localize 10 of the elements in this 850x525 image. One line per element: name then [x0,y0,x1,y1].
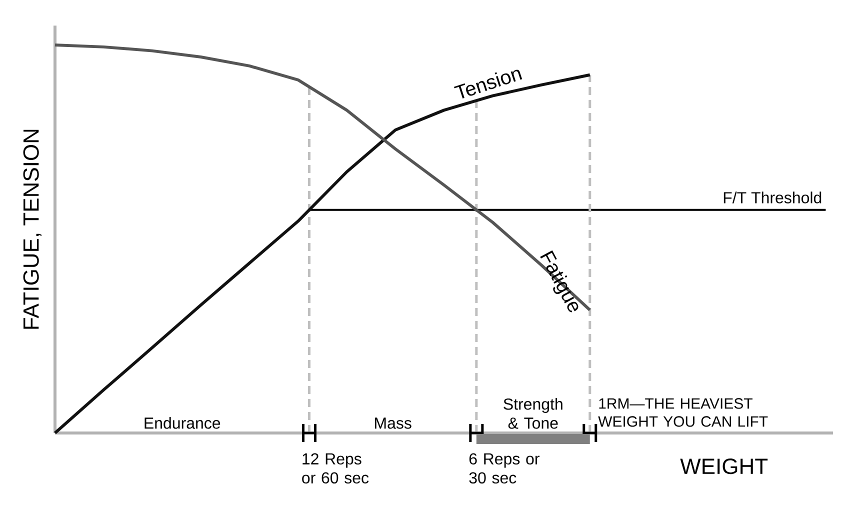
annotation: Endurance [144,417,220,429]
text: 6 Reps or 30 sec [469,453,540,484]
ref-line-label: F/T Threshold [724,192,822,204]
y-axis-title: FATIGUE, TENSION [23,130,42,329]
annotation: Strength & Tone [504,398,562,429]
text: Tension [454,70,522,98]
annotation: 1RM—THE HEAVIEST WEIGHT YOU CAN LIFT [598,398,768,427]
x-axis-title: WEIGHT [680,458,768,474]
annotation: Mass [375,418,412,429]
text: 12 Reps or 60 sec [302,453,369,484]
